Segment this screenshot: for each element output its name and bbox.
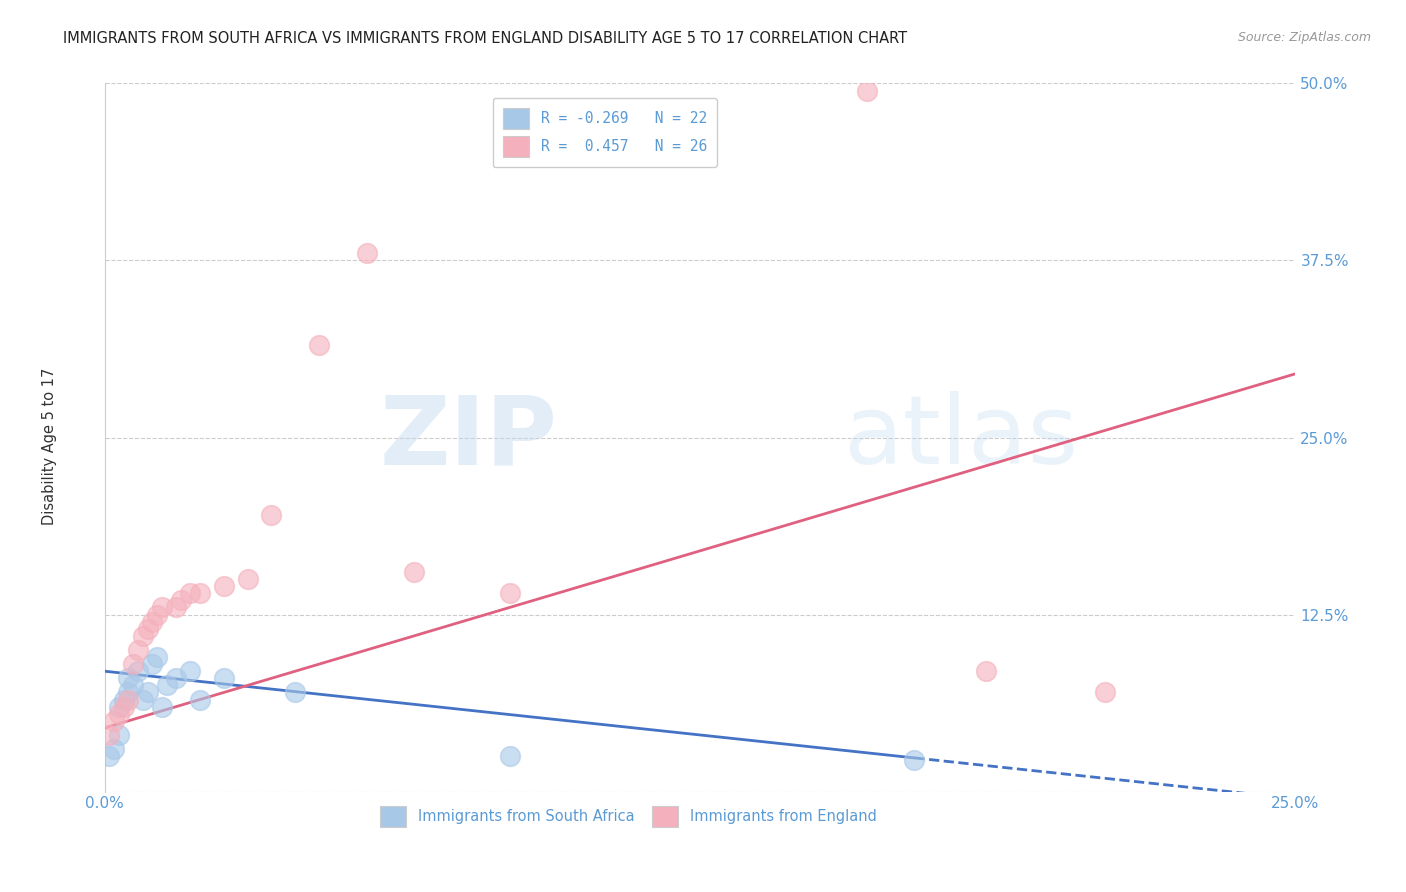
Point	[188, 586, 211, 600]
Text: atlas: atlas	[844, 391, 1078, 484]
Point	[165, 671, 187, 685]
Point	[260, 508, 283, 523]
Point	[127, 643, 149, 657]
Point	[146, 650, 169, 665]
Point	[136, 622, 159, 636]
Point	[141, 657, 163, 672]
Point	[103, 714, 125, 728]
Point	[112, 692, 135, 706]
Point	[212, 579, 235, 593]
Point	[98, 728, 121, 742]
Point	[498, 749, 520, 764]
Point	[141, 615, 163, 629]
Legend: Immigrants from South Africa, Immigrants from England: Immigrants from South Africa, Immigrants…	[373, 798, 884, 834]
Text: ZIP: ZIP	[380, 391, 557, 484]
Point	[356, 246, 378, 260]
Text: Disability Age 5 to 17: Disability Age 5 to 17	[42, 368, 56, 524]
Point	[284, 685, 307, 699]
Point	[155, 678, 177, 692]
Point	[404, 565, 426, 579]
Point	[165, 600, 187, 615]
Point	[132, 692, 155, 706]
Point	[127, 664, 149, 678]
Point	[170, 593, 193, 607]
Point	[122, 678, 145, 692]
Point	[212, 671, 235, 685]
Point	[150, 699, 173, 714]
Point	[108, 699, 131, 714]
Point	[108, 728, 131, 742]
Point	[179, 664, 201, 678]
Point	[117, 671, 139, 685]
Point	[308, 338, 330, 352]
Point	[188, 692, 211, 706]
Point	[132, 629, 155, 643]
Point	[146, 607, 169, 622]
Point	[103, 742, 125, 756]
Point	[117, 685, 139, 699]
Point	[108, 706, 131, 721]
Text: IMMIGRANTS FROM SOUTH AFRICA VS IMMIGRANTS FROM ENGLAND DISABILITY AGE 5 TO 17 C: IMMIGRANTS FROM SOUTH AFRICA VS IMMIGRAN…	[63, 31, 907, 46]
Point	[974, 664, 997, 678]
Point	[236, 572, 259, 586]
Point	[122, 657, 145, 672]
Point	[136, 685, 159, 699]
Point	[150, 600, 173, 615]
Point	[179, 586, 201, 600]
Point	[117, 692, 139, 706]
Point	[98, 749, 121, 764]
Point	[1094, 685, 1116, 699]
Point	[903, 754, 925, 768]
Point	[855, 83, 877, 97]
Point	[498, 586, 520, 600]
Point	[112, 699, 135, 714]
Text: Source: ZipAtlas.com: Source: ZipAtlas.com	[1237, 31, 1371, 45]
